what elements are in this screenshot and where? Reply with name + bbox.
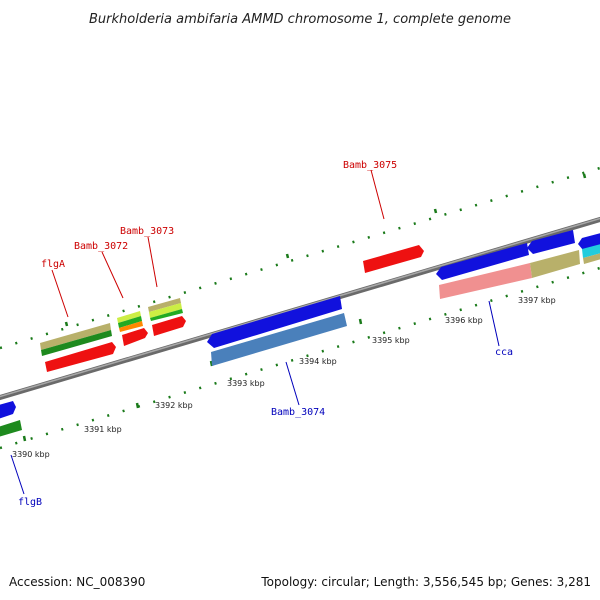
feature-flgA-olive — [40, 323, 111, 350]
feature-Bamb_3074-steel — [211, 313, 347, 366]
feature-3072-lightgreen — [117, 311, 141, 323]
tick-label: 3394 kbp — [299, 357, 337, 366]
feature-flgB-green — [0, 420, 22, 437]
accession-text: Accession: NC_008390 — [9, 575, 145, 589]
label-leaders — [10, 169, 500, 495]
gene-label-Bamb_3075: Bamb_3075 — [343, 160, 397, 171]
gene-label-flgA: flgA — [41, 259, 65, 270]
feature-cca-blue-2 — [527, 230, 575, 254]
leader-cca — [488, 300, 500, 347]
leader-Bamb_3075 — [370, 169, 385, 220]
feature-3072-green — [118, 316, 142, 328]
tick-label: 3393 kbp — [227, 379, 265, 388]
top-strand-features — [40, 245, 424, 372]
tick-label: 3395 kbp — [372, 336, 410, 345]
feature-flgB-blue — [0, 401, 16, 419]
feature-3073-olive — [148, 298, 181, 312]
leader-flgB — [10, 454, 25, 495]
gene-label-Bamb_3072: Bamb_3072 — [74, 241, 128, 252]
feature-Bamb_3075 — [363, 245, 424, 273]
feature-Bamb_3074-blue — [207, 296, 342, 348]
tick-label: 3392 kbp — [155, 401, 193, 410]
feature-cca-olive — [530, 250, 580, 278]
topology-summary: Topology: circular; Length: 3,556,545 bp… — [260, 575, 591, 589]
feature-right-cyan — [582, 244, 600, 258]
tick-label: 3396 kbp — [445, 316, 483, 325]
gene-label-cca: cca — [495, 347, 513, 358]
tick-label: 3390 kbp — [12, 450, 50, 459]
feature-right-olive — [583, 253, 600, 264]
gene-label-Bamb_3074: Bamb_3074 — [271, 407, 325, 418]
feature-flgA-green — [41, 330, 112, 356]
feature-3072-orange — [119, 321, 143, 332]
feature-cca-pink — [439, 263, 532, 299]
feature-3073-red — [152, 316, 186, 336]
gene-labels: flgA Bamb_3072 Bamb_3073 Bamb_3075 Bamb_… — [18, 160, 513, 508]
leader-Bamb_3074 — [285, 361, 300, 406]
leader-Bamb_3072 — [101, 251, 124, 299]
tick-labels: 3390 kbp 3391 kbp 3392 kbp 3393 kbp 3394… — [12, 296, 556, 459]
leader-Bamb_3073 — [147, 236, 158, 288]
bottom-strand-features — [0, 230, 600, 437]
feature-3072-red — [122, 328, 148, 346]
feature-3073-lightgreen — [149, 303, 182, 318]
feature-3073-green — [150, 309, 183, 321]
gene-label-flgB: flgB — [18, 497, 42, 508]
feature-cca-blue-1 — [436, 243, 529, 280]
tick-label: 3391 kbp — [84, 425, 122, 434]
gene-label-Bamb_3073: Bamb_3073 — [120, 226, 174, 237]
feature-flgA-red — [45, 342, 116, 372]
map-title: Burkholderia ambifaria AMMD chromosome 1… — [89, 12, 511, 27]
tick-label: 3397 kbp — [518, 296, 556, 305]
leader-flgA — [51, 269, 69, 318]
